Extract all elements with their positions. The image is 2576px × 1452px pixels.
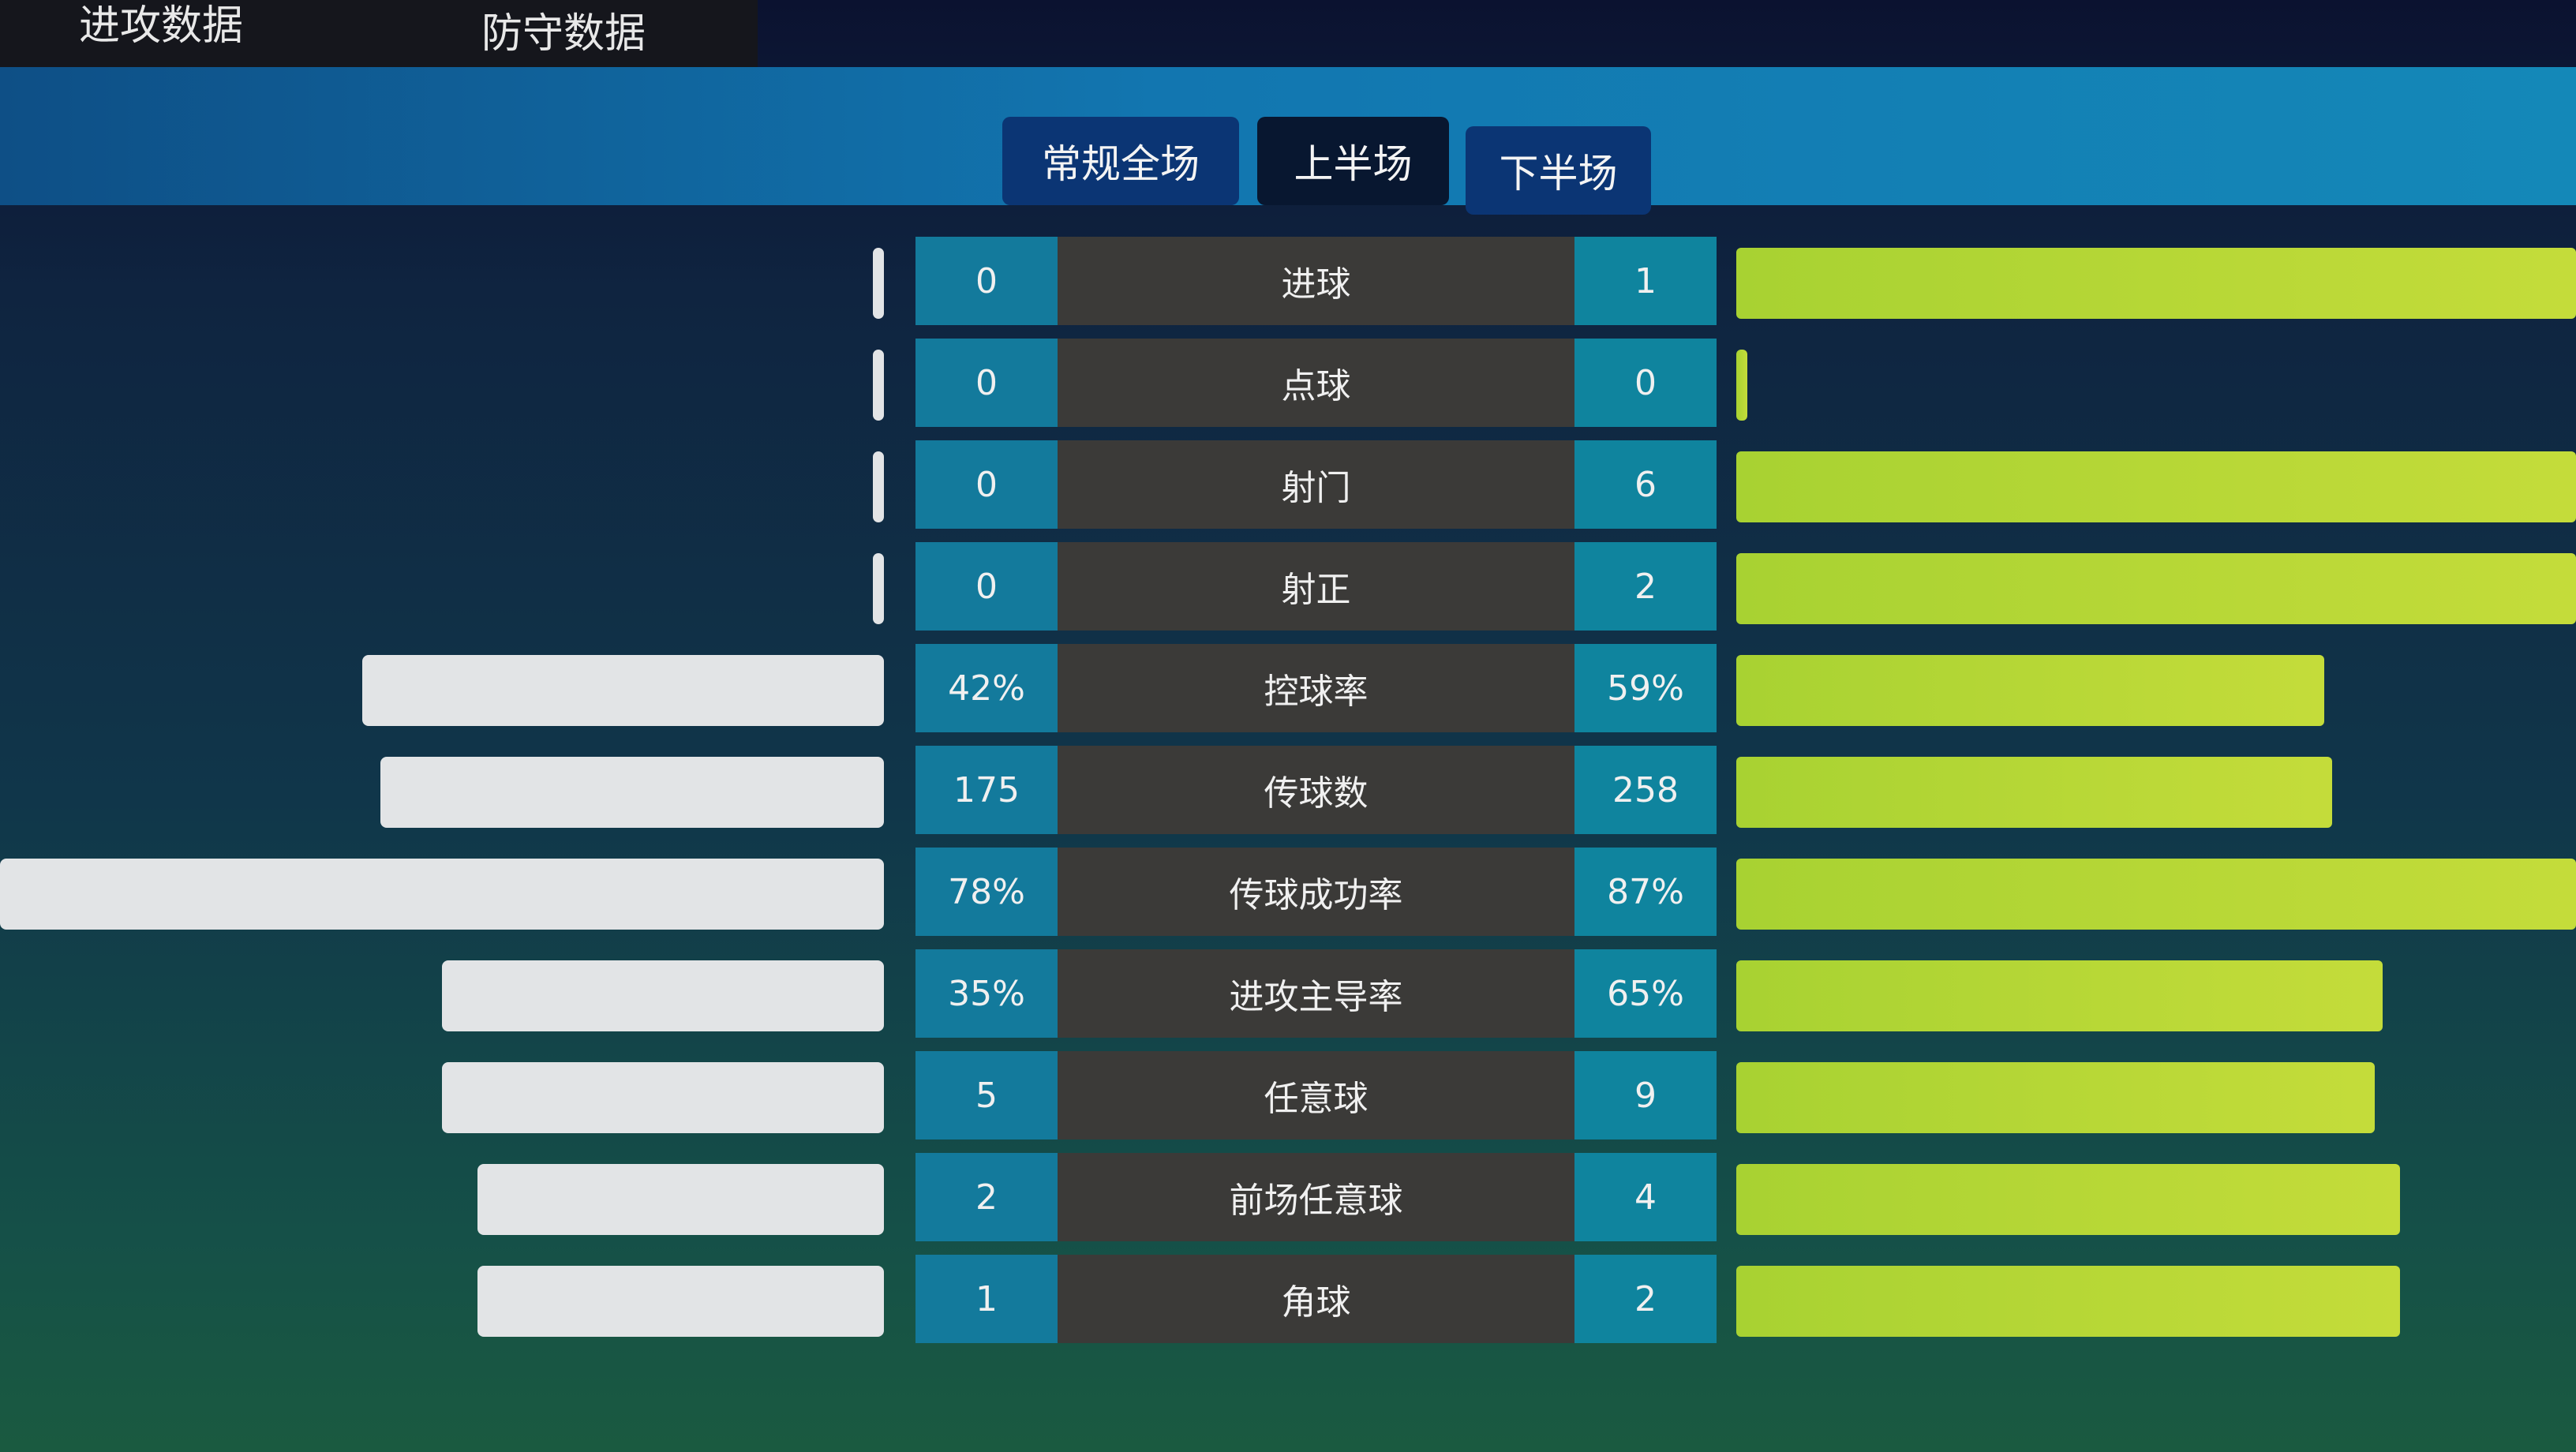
stat-label: 传球成功率 bbox=[1058, 848, 1574, 936]
left-bar-track bbox=[0, 1255, 884, 1343]
stat-label: 控球率 bbox=[1058, 644, 1574, 732]
left-team-bar bbox=[362, 655, 884, 726]
stat-row: 0 射正 2 bbox=[0, 542, 2576, 631]
left-bar-track bbox=[0, 1153, 884, 1241]
left-team-bar bbox=[873, 248, 884, 319]
stat-row: 5 任意球 9 bbox=[0, 1051, 2576, 1140]
stat-row: 0 射门 6 bbox=[0, 440, 2576, 529]
left-team-value: 175 bbox=[915, 746, 1058, 834]
right-team-value: 2 bbox=[1574, 1255, 1717, 1343]
right-team-bar bbox=[1736, 1062, 2375, 1133]
left-team-value: 0 bbox=[915, 542, 1058, 631]
left-bar-track bbox=[0, 339, 884, 427]
stat-label: 进球 bbox=[1058, 237, 1574, 325]
left-bar-track bbox=[0, 949, 884, 1038]
right-team-value: 65% bbox=[1574, 949, 1717, 1038]
left-team-bar bbox=[477, 1164, 884, 1235]
right-bar-track bbox=[1736, 848, 2576, 936]
right-team-bar bbox=[1736, 1266, 2400, 1337]
right-team-value: 6 bbox=[1574, 440, 1717, 529]
left-bar-track bbox=[0, 644, 884, 732]
left-team-value: 2 bbox=[915, 1153, 1058, 1241]
stat-label: 射门 bbox=[1058, 440, 1574, 529]
right-team-bar bbox=[1736, 248, 2576, 319]
left-bar-track bbox=[0, 746, 884, 834]
right-bar-track bbox=[1736, 1255, 2576, 1343]
stat-row: 0 点球 0 bbox=[0, 339, 2576, 427]
right-team-value: 9 bbox=[1574, 1051, 1717, 1140]
right-team-bar bbox=[1736, 350, 1747, 421]
left-bar-track bbox=[0, 237, 884, 325]
left-team-bar bbox=[442, 1062, 884, 1133]
left-team-value: 1 bbox=[915, 1255, 1058, 1343]
top-tab-bar: 进攻数据 防守数据 bbox=[0, 0, 758, 75]
stat-label: 点球 bbox=[1058, 339, 1574, 427]
right-bar-track bbox=[1736, 644, 2576, 732]
left-bar-track bbox=[0, 848, 884, 936]
left-team-bar bbox=[380, 757, 884, 828]
stat-row: 42% 控球率 59% bbox=[0, 644, 2576, 732]
left-team-value: 35% bbox=[915, 949, 1058, 1038]
stat-label: 任意球 bbox=[1058, 1051, 1574, 1140]
right-team-value: 1 bbox=[1574, 237, 1717, 325]
stat-row: 78% 传球成功率 87% bbox=[0, 848, 2576, 936]
stat-label: 角球 bbox=[1058, 1255, 1574, 1343]
right-team-value: 4 bbox=[1574, 1153, 1717, 1241]
stat-row: 2 前场任意球 4 bbox=[0, 1153, 2576, 1241]
segment-full-match[interactable]: 常规全场 bbox=[1002, 117, 1239, 205]
right-bar-track bbox=[1736, 1153, 2576, 1241]
left-team-value: 0 bbox=[915, 440, 1058, 529]
left-team-value: 0 bbox=[915, 237, 1058, 325]
stat-label: 传球数 bbox=[1058, 746, 1574, 834]
segment-second-half[interactable]: 下半场 bbox=[1466, 126, 1651, 215]
right-team-bar bbox=[1736, 451, 2576, 522]
right-team-bar bbox=[1736, 859, 2576, 930]
left-team-value: 5 bbox=[915, 1051, 1058, 1140]
tab-attack-data[interactable]: 进攻数据 bbox=[79, 2, 244, 50]
left-team-bar bbox=[873, 350, 884, 421]
right-team-value: 87% bbox=[1574, 848, 1717, 936]
stat-label: 前场任意球 bbox=[1058, 1153, 1574, 1241]
right-bar-track bbox=[1736, 440, 2576, 529]
right-team-bar bbox=[1736, 655, 2324, 726]
left-bar-track bbox=[0, 440, 884, 529]
right-team-value: 2 bbox=[1574, 542, 1717, 631]
right-bar-track bbox=[1736, 949, 2576, 1038]
tab-defense-data[interactable]: 防守数据 bbox=[481, 10, 646, 58]
right-bar-track bbox=[1736, 237, 2576, 325]
right-team-value: 59% bbox=[1574, 644, 1717, 732]
stat-row: 1 角球 2 bbox=[0, 1255, 2576, 1343]
left-team-bar bbox=[873, 553, 884, 624]
left-team-bar bbox=[442, 960, 884, 1031]
stat-row: 175 传球数 258 bbox=[0, 746, 2576, 834]
stat-row: 0 进球 1 bbox=[0, 237, 2576, 325]
left-team-value: 78% bbox=[915, 848, 1058, 936]
right-bar-track bbox=[1736, 339, 2576, 427]
right-team-bar bbox=[1736, 960, 2383, 1031]
left-bar-track bbox=[0, 542, 884, 631]
left-bar-track bbox=[0, 1051, 884, 1140]
left-team-bar bbox=[0, 859, 884, 930]
right-team-bar bbox=[1736, 1164, 2400, 1235]
left-team-value: 0 bbox=[915, 339, 1058, 427]
segment-first-half[interactable]: 上半场 bbox=[1257, 117, 1449, 205]
right-bar-track bbox=[1736, 746, 2576, 834]
left-team-value: 42% bbox=[915, 644, 1058, 732]
left-team-bar bbox=[873, 451, 884, 522]
right-bar-track bbox=[1736, 1051, 2576, 1140]
right-team-bar bbox=[1736, 757, 2333, 828]
stat-row: 35% 进攻主导率 65% bbox=[0, 949, 2576, 1038]
left-team-bar bbox=[477, 1266, 884, 1337]
right-bar-track bbox=[1736, 542, 2576, 631]
right-team-value: 258 bbox=[1574, 746, 1717, 834]
right-team-bar bbox=[1736, 553, 2576, 624]
stat-label: 射正 bbox=[1058, 542, 1574, 631]
stat-label: 进攻主导率 bbox=[1058, 949, 1574, 1038]
right-team-value: 0 bbox=[1574, 339, 1717, 427]
